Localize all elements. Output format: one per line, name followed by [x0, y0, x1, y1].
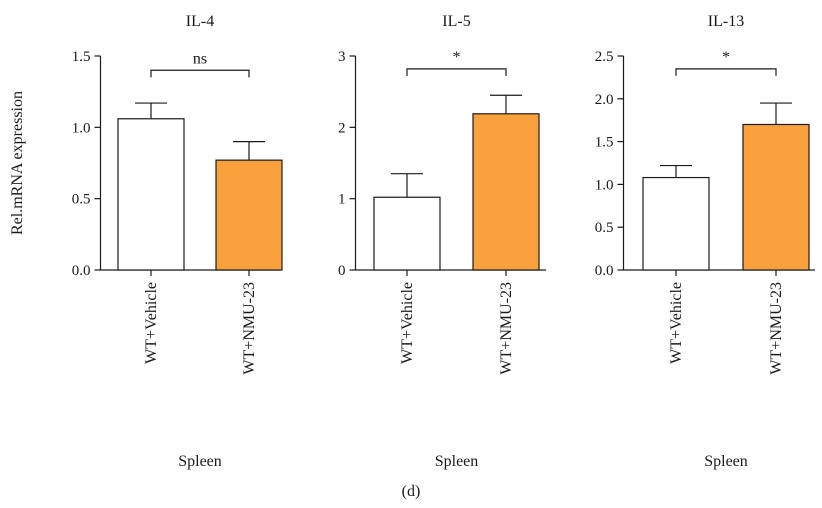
x-tick-label: WT+Vehicle [399, 282, 416, 364]
bar [373, 196, 441, 271]
y-tick-label: 0.5 [595, 220, 614, 236]
significance-label: * [453, 49, 461, 66]
bar [742, 123, 810, 271]
y-tick-label: 1.0 [72, 120, 91, 136]
bar [472, 113, 540, 271]
y-tick-label: 0.0 [595, 263, 614, 279]
y-tick-label: 1.5 [72, 49, 91, 65]
y-tick-label: 0 [338, 263, 346, 279]
x-axis-title: Spleen [704, 453, 748, 470]
significance-bracket [150, 69, 250, 78]
y-tick-label: 3 [338, 49, 346, 65]
x-tick-label: WT+Vehicle [668, 282, 685, 364]
y-tick-label: 2.5 [595, 49, 614, 65]
x-axis-title: Spleen [435, 453, 479, 470]
chart-title: IL-13 [708, 13, 744, 30]
y-tick-label: 0.5 [72, 192, 91, 208]
x-axis-title: Spleen [178, 453, 222, 470]
chart-panel-1: IL-4 0.0 0.5 1.0 1.5 Rel.mRNA expression WT+Ve… [9, 13, 283, 470]
bar [642, 176, 710, 271]
significance-label: * [722, 49, 730, 66]
bar [117, 118, 185, 271]
bar [215, 159, 283, 271]
y-axis-title: Rel.mRNA expression [9, 91, 26, 235]
y-tick-label: 1.0 [595, 177, 614, 193]
chart-panel-3: IL-13 0.0 0.5 1.0 1.5 2.0 2.5 WT+Vehicle WT+NMU-… [595, 13, 815, 470]
y-tick-label: 2.0 [595, 92, 614, 108]
x-tick-label: WT+NMU-23 [241, 282, 258, 375]
significance-bracket [406, 68, 507, 76]
significance-label: ns [193, 50, 207, 67]
x-tick-label: WT+Vehicle [143, 282, 160, 364]
y-tick-label: 1.5 [595, 135, 614, 151]
significance-bracket [675, 68, 777, 76]
chart-title: IL-5 [442, 13, 470, 30]
chart-panels: IL-4 0.0 0.5 1.0 1.5 Rel.mRNA expression WT+Ve… [9, 13, 815, 470]
figure-label: (d) [402, 483, 421, 500]
x-tick-label: WT+NMU-23 [768, 282, 785, 375]
x-tick-label: WT+NMU-23 [498, 282, 515, 375]
chart-panel-2: IL-5 0 1 2 3 WT+Vehicle WT+NMU-23 * Spleen [338, 13, 546, 470]
y-tick-label: 1 [338, 192, 346, 208]
y-tick-label: 0.0 [72, 263, 91, 279]
y-tick-label: 2 [338, 120, 346, 136]
chart-title: IL-4 [186, 13, 214, 30]
